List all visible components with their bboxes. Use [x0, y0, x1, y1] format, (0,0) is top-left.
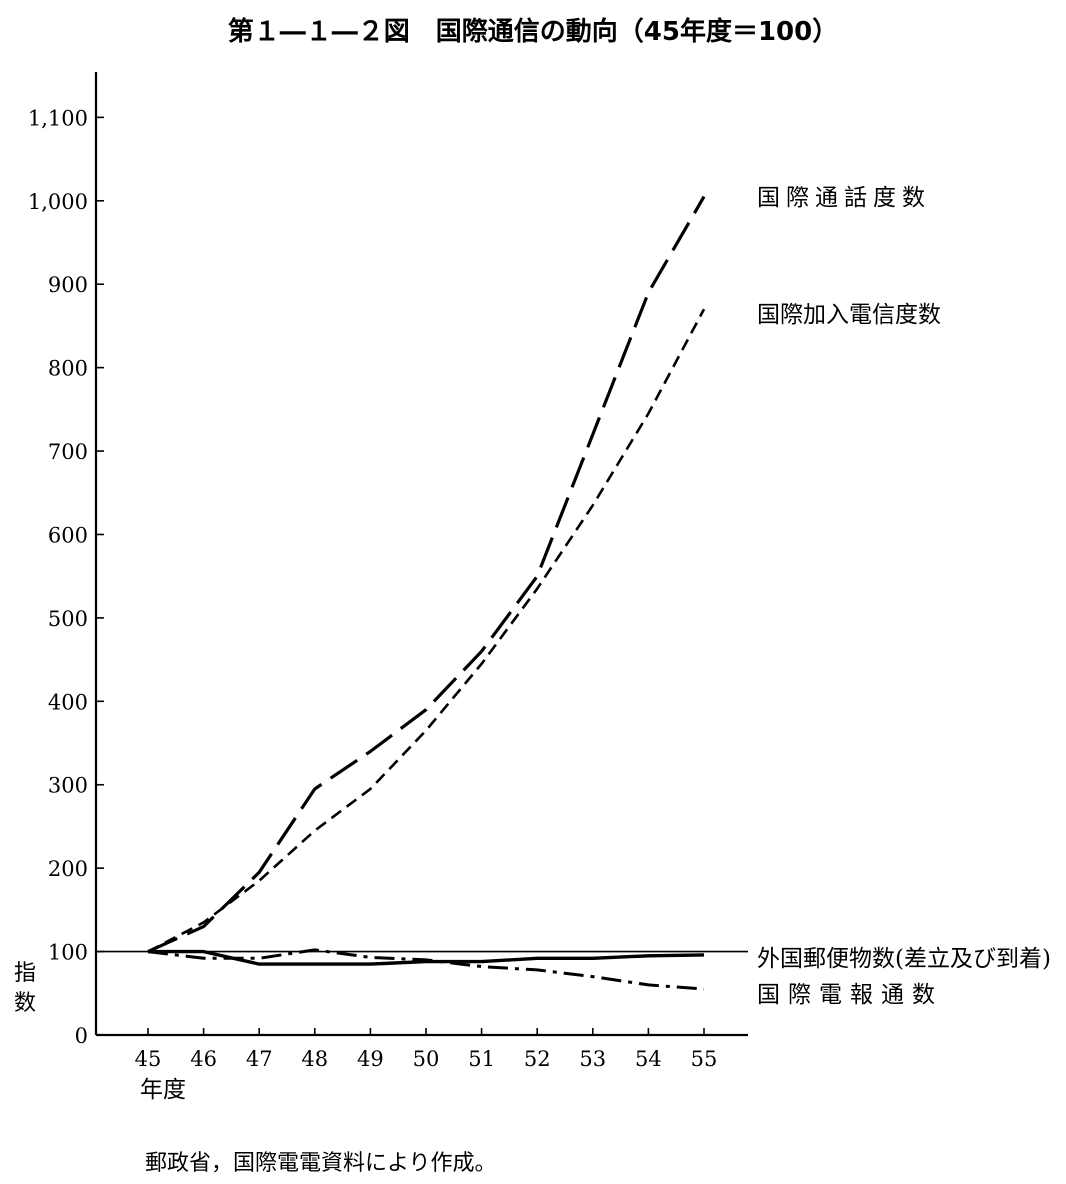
y-tick-label: 800 [48, 357, 88, 381]
y-tick-label: 900 [48, 273, 88, 297]
y-tick-label: 700 [48, 440, 88, 464]
series-layer [147, 195, 706, 991]
y-tick-label: 600 [48, 523, 88, 547]
x-tick-label: 50 [413, 1047, 440, 1071]
x-tick-label: 52 [524, 1047, 551, 1071]
source-note: 郵政省，国際電電資料により作成。 [145, 1151, 497, 1176]
x-tick-label: 51 [468, 1047, 495, 1071]
series-line-1 [147, 195, 706, 954]
y-tick-label: 1,100 [28, 106, 88, 130]
series-line-2 [147, 308, 706, 953]
series-line-4 [147, 948, 705, 991]
y-axis-label-char: 指 [14, 961, 36, 986]
x-tick-label: 48 [301, 1047, 328, 1071]
y-axis-ticks: 0 100 200 300 400 500 600 700 800 900 1,000 1,100 指数 [14, 106, 104, 1048]
series-label: 国際加入電信度数 [757, 302, 941, 328]
chart-title: 第１―１―２図 国際通信の動向（45年度＝100） [228, 16, 838, 47]
x-tick-label: 46 [190, 1047, 217, 1071]
x-tick-label: 47 [246, 1047, 273, 1071]
series-label: 国際電報通数 [757, 982, 943, 1008]
x-tick-label: 53 [579, 1047, 606, 1071]
x-tick-label: 54 [635, 1047, 662, 1071]
y-tick-label: 100 [48, 941, 88, 965]
series-label: 外国郵便物数(差立及び到着) [757, 946, 1051, 972]
series-line-3 [148, 949, 705, 966]
series-label: 国際通話度数 [757, 185, 931, 211]
x-tick-label: 45 [135, 1047, 162, 1071]
y-tick-label: 1,000 [28, 190, 88, 214]
axes [94, 72, 748, 1037]
x-axis-label: 年度 [140, 1077, 186, 1103]
y-tick-label: 400 [48, 690, 88, 714]
y-tick-label: 300 [48, 774, 88, 798]
y-axis-label-char: 数 [14, 991, 36, 1016]
y-tick-label: 500 [48, 607, 88, 631]
x-axis-ticks: 45 46 47 48 49 50 51 52 53 54 55 [135, 1028, 718, 1071]
x-tick-label: 49 [357, 1047, 384, 1071]
x-tick-label: 55 [691, 1047, 718, 1071]
y-tick-label: 0 [75, 1024, 88, 1048]
y-tick-label: 200 [48, 857, 88, 881]
